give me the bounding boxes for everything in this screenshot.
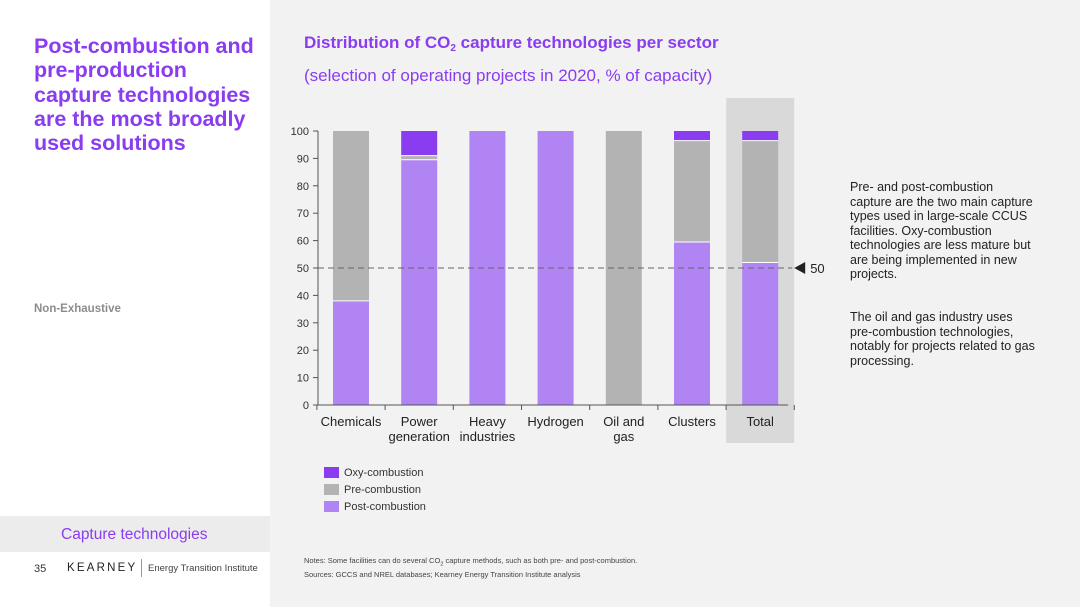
bar-post-combustion-chemicals	[333, 300, 369, 405]
legend-swatch	[324, 484, 339, 495]
bar-oxy-combustion-power-generation	[401, 131, 438, 156]
legend-item-oxy-combustion: Oxy-combustion	[324, 464, 426, 481]
bar-pre-combustion-chemicals	[333, 131, 369, 301]
x-tick-label: Total	[746, 414, 774, 429]
legend-item-pre-combustion: Pre-combustion	[324, 481, 426, 498]
y-tick-label: 90	[297, 153, 309, 165]
bar-pre-combustion-power-generation	[401, 155, 438, 160]
legend-label: Pre-combustion	[344, 483, 422, 496]
legend-item-post-combustion: Post-combustion	[324, 498, 426, 515]
chart-title-subscript: 2	[450, 43, 456, 54]
y-tick-label: 20	[297, 345, 309, 357]
footnotes: Notes: Some facilities can do several CO…	[304, 556, 637, 580]
y-tick-label: 70	[297, 208, 309, 220]
bar-post-combustion-clusters	[674, 241, 710, 405]
side-note-capture-types: Pre- and post-combustion capture are the…	[850, 180, 1033, 281]
legend-label: Post-combustion	[344, 500, 426, 513]
reference-line-label: 50	[810, 261, 824, 276]
notes-line: Notes: Some facilities can do several CO…	[304, 556, 637, 570]
bar-post-combustion-power-generation	[401, 159, 438, 405]
chart-title: Distribution of CO2 capture technologies…	[304, 33, 719, 54]
notes-text-post: capture methods, such as both pre- and p…	[443, 556, 638, 565]
legend-swatch	[324, 501, 339, 512]
brand-logo: KEARNEY	[67, 562, 138, 574]
bar-pre-combustion-clusters	[674, 140, 710, 242]
y-tick-label: 30	[297, 318, 309, 330]
x-tick-label: Heavy industries	[460, 414, 516, 444]
bar-post-combustion-total	[742, 262, 779, 405]
section-band	[0, 516, 270, 552]
section-label[interactable]: Capture technologies	[61, 526, 208, 543]
y-tick-label: 80	[297, 181, 309, 193]
x-tick-label: Hydrogen	[527, 414, 583, 429]
chart-legend: Oxy-combustion Pre-combustion Post-combu…	[324, 464, 426, 515]
sources-line: Sources: GCCS and NREL databases; Kearne…	[304, 570, 581, 579]
bar-oxy-combustion-clusters	[674, 131, 710, 141]
notes-subscript: 2	[440, 561, 444, 568]
stacked-bar-chart: 0 10 20 30 40 50 60 70 80 90 100 Chemicals Power gene…	[291, 98, 825, 444]
y-tick-label: 60	[297, 236, 309, 248]
y-tick-label: 0	[303, 400, 309, 412]
x-tick-label: Oil and gas	[603, 414, 644, 444]
y-tick-label: 10	[297, 373, 309, 385]
legend-swatch	[324, 467, 339, 478]
side-note-oil-gas: The oil and gas industry uses pre-combus…	[850, 310, 1035, 368]
chart-title-pre: Distribution of CO	[304, 33, 451, 52]
y-tick-label: 40	[297, 290, 309, 302]
legend-label: Oxy-combustion	[344, 466, 424, 479]
notes-text-pre: Notes: Some facilities can do several CO	[304, 556, 441, 565]
x-tick-label: Chemicals	[321, 414, 382, 429]
left-panel	[0, 0, 270, 607]
y-tick-label: 100	[291, 126, 309, 138]
x-tick-label: Clusters	[668, 414, 716, 429]
y-tick-label: 50	[297, 263, 309, 275]
brand-subtitle: Energy Transition Institute	[148, 563, 258, 574]
bar-pre-combustion-total	[742, 140, 779, 263]
brand-divider	[141, 559, 142, 577]
chart-title-post: capture technologies per sector	[455, 33, 719, 52]
reference-arrow-icon	[794, 262, 806, 274]
page-number: 35	[34, 563, 47, 575]
page-title: Post-combustion and pre-production captu…	[34, 34, 254, 156]
bar-oxy-combustion-total	[742, 131, 779, 141]
non-exhaustive-tag: Non-Exhaustive	[34, 303, 121, 315]
x-tick-label: Power generation	[388, 414, 449, 444]
chart-subtitle: (selection of operating projects in 2020…	[304, 66, 713, 85]
